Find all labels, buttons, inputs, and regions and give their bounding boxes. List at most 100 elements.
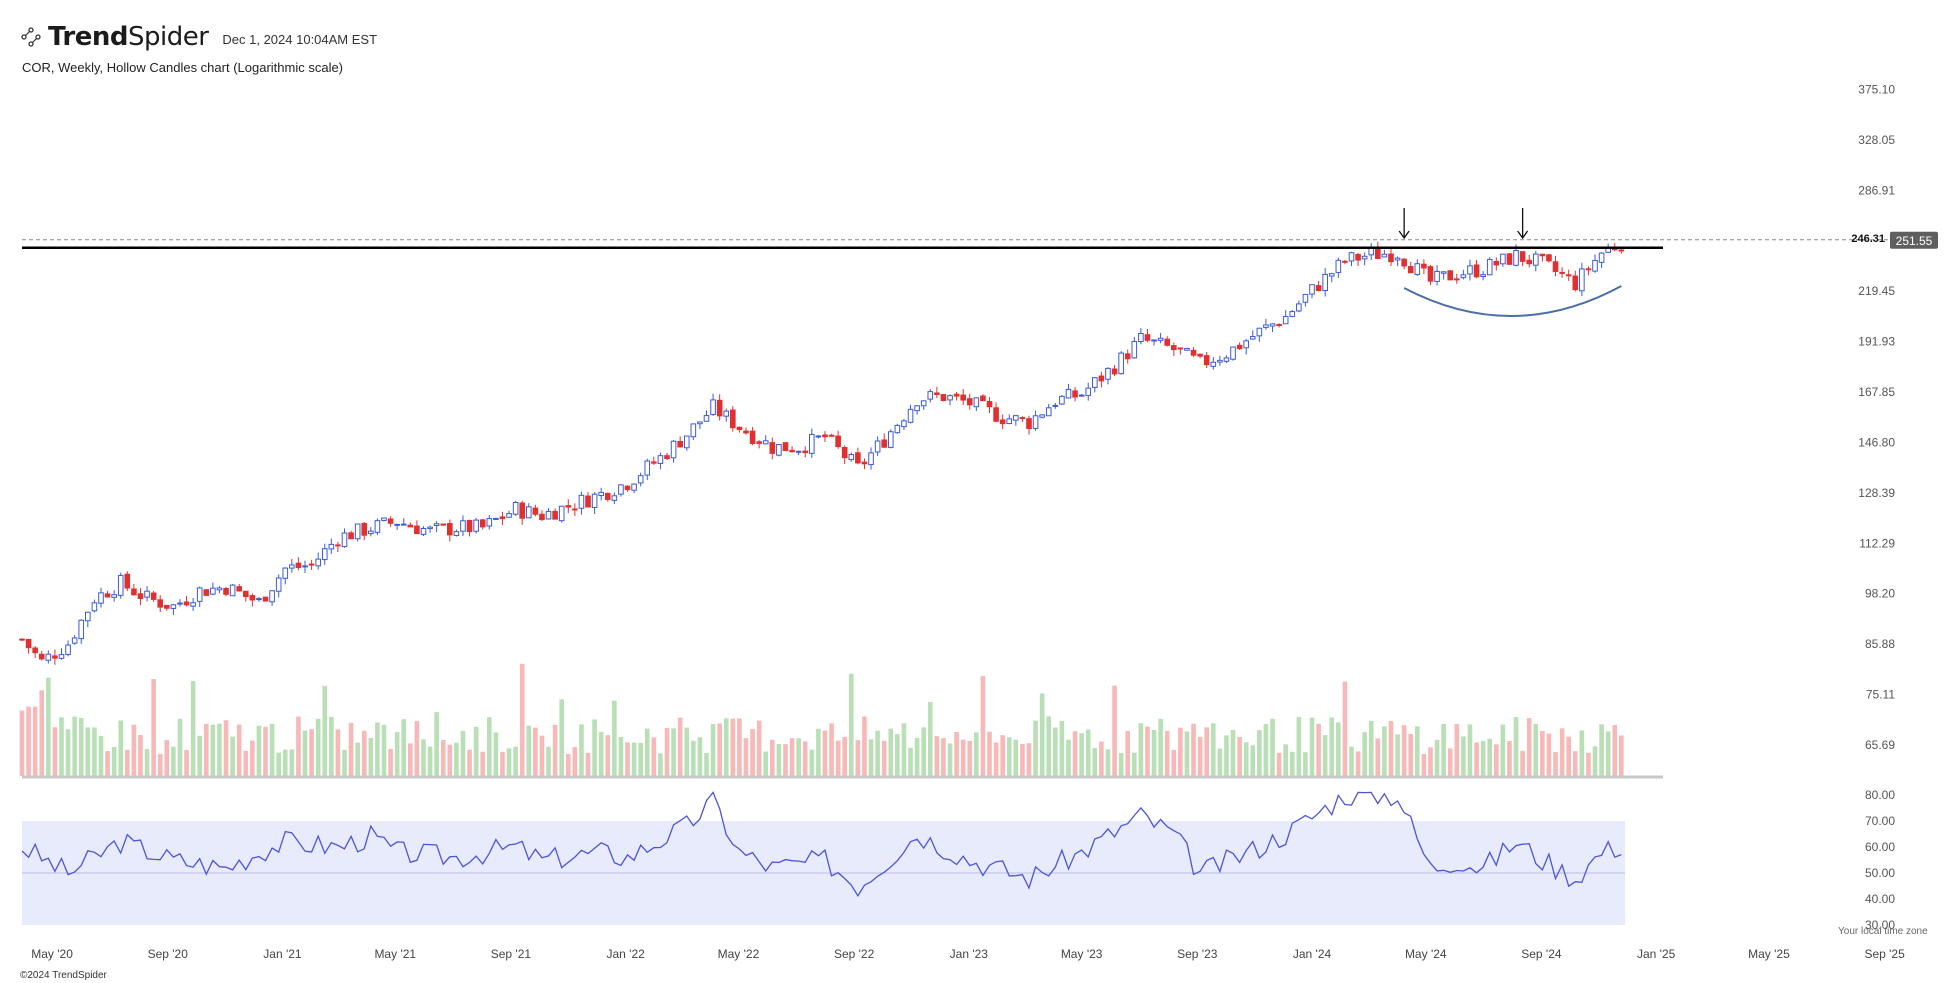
candle-body	[499, 516, 506, 520]
volume-bar	[993, 742, 999, 776]
candle-body	[1019, 417, 1026, 420]
volume-bar	[1191, 723, 1196, 776]
candle-body	[256, 598, 262, 601]
volume-bar	[1599, 724, 1604, 776]
candle-body	[473, 519, 479, 532]
volume-bar	[1592, 746, 1598, 776]
y-tick-label: 167.85	[1858, 385, 1895, 399]
down-arrow-apr24-head	[1398, 230, 1410, 240]
candle-body	[1486, 259, 1493, 276]
volume-bar	[1619, 735, 1624, 776]
volume-bar	[1151, 729, 1157, 776]
candle-body	[170, 604, 177, 609]
candle-body	[1289, 311, 1296, 317]
volume-bar	[1296, 717, 1302, 776]
volume-bar	[1520, 750, 1525, 776]
volume-bar	[355, 742, 360, 776]
candle-body	[440, 523, 447, 526]
candle-body	[565, 505, 572, 508]
candle-body	[710, 399, 716, 415]
candle-body	[1565, 274, 1572, 277]
volume-bar	[519, 663, 525, 776]
volume-bar	[960, 739, 966, 776]
y-tick-label: 375.10	[1858, 82, 1895, 96]
candle-body	[591, 493, 598, 509]
volume-bar	[1085, 729, 1091, 776]
candle-body	[1572, 275, 1579, 291]
x-tick-label: May '21	[374, 947, 416, 961]
candle-body	[1421, 263, 1427, 269]
volume-bar	[684, 727, 690, 776]
x-tick-label: May '23	[1061, 947, 1103, 961]
volume-bar	[1467, 724, 1473, 776]
candle-body	[874, 440, 881, 453]
volume-bar	[1441, 723, 1446, 776]
candle-body	[907, 408, 914, 423]
volume-bar	[408, 743, 413, 776]
volume-bar	[816, 728, 821, 776]
candle-body	[1026, 418, 1032, 429]
volume-bar	[1480, 740, 1486, 776]
candle-body	[1315, 285, 1322, 291]
candle-body	[1388, 253, 1394, 263]
candle-body	[1197, 353, 1203, 357]
candle-body	[1552, 261, 1559, 272]
candle-body	[953, 393, 960, 397]
volume-bar	[85, 727, 91, 776]
candle-body	[736, 426, 743, 431]
candle-body	[203, 589, 210, 596]
volume-bar	[783, 744, 788, 776]
volume-bar	[1053, 727, 1058, 776]
candle-body	[690, 423, 697, 438]
candle-body	[394, 523, 400, 526]
candle-body	[374, 520, 381, 533]
volume-bar	[941, 738, 946, 776]
candle-body	[1131, 340, 1138, 359]
volume-bar	[888, 728, 894, 776]
volume-bar	[1257, 729, 1262, 776]
volume-bar	[559, 699, 565, 776]
volume-bar	[1500, 724, 1506, 776]
candle-body	[210, 587, 216, 595]
candle-body	[25, 638, 32, 649]
x-tick-label: Jan '24	[1293, 947, 1332, 961]
candle-body	[1144, 334, 1151, 341]
candle-body	[1460, 274, 1467, 279]
volume-bar	[361, 730, 367, 776]
volume-bar	[921, 727, 926, 776]
volume-bar	[401, 719, 407, 776]
volume-bar	[704, 752, 709, 776]
candle-body	[1579, 268, 1585, 292]
volume-bar	[52, 727, 58, 776]
volume-bar	[1546, 733, 1552, 776]
volume-bar	[223, 720, 229, 776]
volume-bar	[691, 740, 696, 776]
candle-body	[453, 531, 460, 536]
candle-body	[914, 405, 920, 412]
x-tick-label: Sep '24	[1521, 947, 1562, 961]
volume-bar	[1375, 738, 1381, 776]
candle-body	[1335, 259, 1342, 273]
candle-body	[1296, 303, 1302, 312]
candle-body	[894, 424, 901, 434]
candle-body	[822, 434, 828, 438]
candle-body	[1513, 250, 1519, 266]
candle-body	[65, 644, 71, 655]
candle-body	[1124, 353, 1131, 360]
volume-bar	[723, 718, 729, 776]
volume-bar	[236, 724, 242, 776]
candle-body	[743, 430, 749, 434]
volume-bar	[1329, 717, 1335, 776]
candle-body	[1138, 333, 1144, 342]
volume-bar	[756, 720, 762, 776]
volume-bar	[1099, 741, 1104, 776]
candle-body	[289, 564, 295, 569]
candle-body	[328, 543, 335, 550]
volume-bar	[447, 744, 453, 776]
volume-bar	[987, 731, 992, 776]
volume-bar	[579, 724, 584, 776]
volume-bar	[1533, 723, 1539, 776]
candle-body	[999, 419, 1006, 425]
volume-bar	[1566, 736, 1571, 776]
